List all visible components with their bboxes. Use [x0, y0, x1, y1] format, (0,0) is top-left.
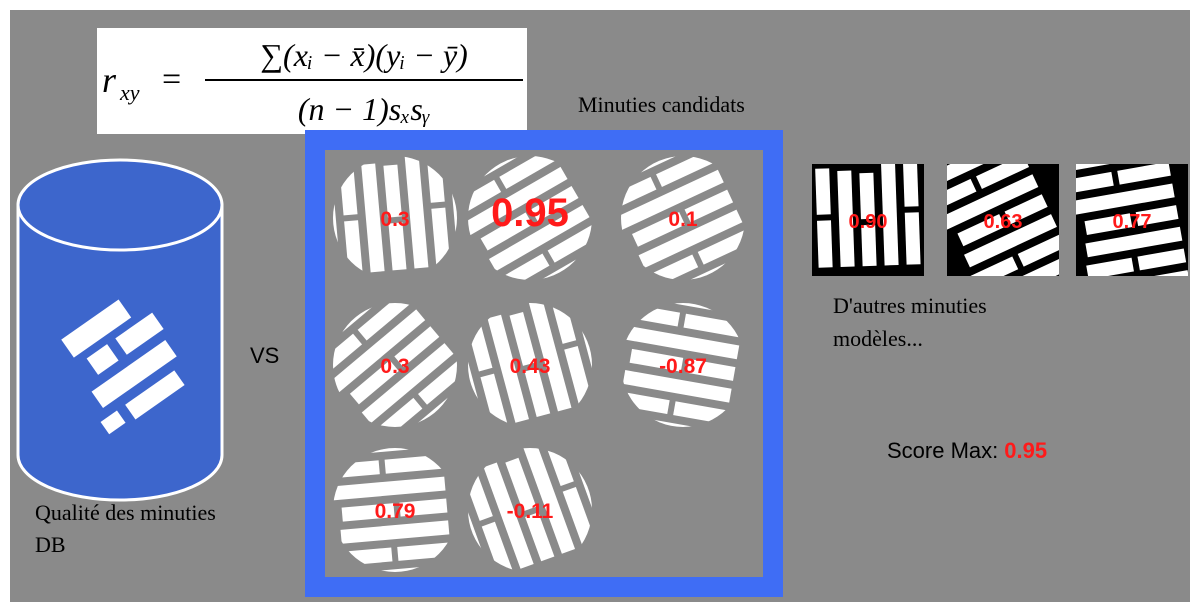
- other-models-label: D'autres minuties: [833, 293, 987, 318]
- candidate-score: 0.3: [380, 355, 409, 378]
- diagram: r xy = ∑(xᵢ − x̄)(yᵢ − ȳ) (n − 1)sₓsᵧ Mi…: [0, 0, 1190, 602]
- candidate-score: -0.87: [659, 355, 707, 378]
- candidate-score: 0.95: [491, 191, 569, 235]
- formula-lhs-sub: xy: [119, 80, 140, 105]
- candidate-score: 0.79: [375, 500, 416, 523]
- model-score: 0.90: [849, 211, 888, 233]
- score-max-value: 0.95: [1004, 438, 1047, 463]
- database-cylinder: [18, 160, 222, 500]
- model-score: 0.63: [984, 211, 1023, 233]
- stripe-gap: [904, 206, 920, 213]
- candidate-score: 0.1: [668, 208, 698, 231]
- score-max: Score Max:0.95: [887, 438, 1047, 463]
- candidate-score: 0.43: [510, 355, 551, 378]
- other-models-label: modèles...: [833, 326, 923, 351]
- database-label: Qualité des minuties: [35, 500, 216, 525]
- model-score: 0.77: [1113, 211, 1152, 233]
- stripe-gap: [816, 214, 832, 221]
- database-label: DB: [35, 532, 66, 557]
- formula-lhs: r: [102, 60, 117, 100]
- versus: VS: [250, 343, 279, 368]
- score-max-label: Score Max:: [887, 438, 998, 463]
- formula-denominator: (n − 1)sₓsᵧ: [298, 91, 430, 127]
- candidate-score: -0.11: [507, 500, 554, 523]
- formula-numerator: ∑(xᵢ − x̄)(yᵢ − ȳ): [260, 37, 468, 73]
- formula-equals: =: [162, 61, 181, 98]
- candidate-score: 0.3: [380, 208, 409, 231]
- candidates-title: Minuties candidats: [578, 92, 745, 117]
